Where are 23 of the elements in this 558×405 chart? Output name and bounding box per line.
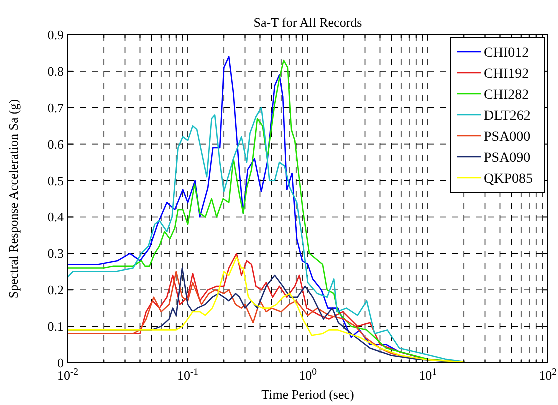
x-tick-label: 10$^{-1}$ bbox=[177, 366, 199, 383]
x-tick-label: 10$^{0}$ bbox=[299, 366, 318, 383]
y-tick-label: 0.2 bbox=[48, 282, 64, 298]
y-tick-label: 0.7 bbox=[48, 100, 64, 116]
legend-label: CHI012 bbox=[484, 46, 530, 61]
y-tick-label: 0.8 bbox=[48, 64, 64, 79]
y-tick-label: 0.6 bbox=[48, 136, 64, 152]
y-tick-label: 0.5 bbox=[48, 173, 64, 188]
x-tick-label: 10$^{1}$ bbox=[419, 366, 438, 383]
x-axis-title: Time Period (sec) bbox=[262, 387, 354, 402]
legend-label: CHI282 bbox=[484, 88, 530, 103]
x-tick-label: 10$^{2}$ bbox=[539, 366, 558, 383]
y-axis-title: Spectral Response Acceleration Sa (g) bbox=[6, 99, 21, 299]
legend-label: DLT262 bbox=[484, 109, 531, 124]
legend-label: QKP085 bbox=[484, 172, 534, 187]
y-tick-label: 0.1 bbox=[48, 319, 64, 334]
y-tick-label: 0.9 bbox=[48, 28, 64, 42]
y-tick-label: 0.3 bbox=[48, 246, 64, 262]
y-tick-label: 0.4 bbox=[48, 210, 64, 225]
legend-label: CHI192 bbox=[484, 67, 530, 82]
legend-label: PSA000 bbox=[484, 130, 531, 145]
legend-label: PSA090 bbox=[484, 151, 531, 166]
chart-title: Sa-T for All Records bbox=[254, 15, 362, 30]
